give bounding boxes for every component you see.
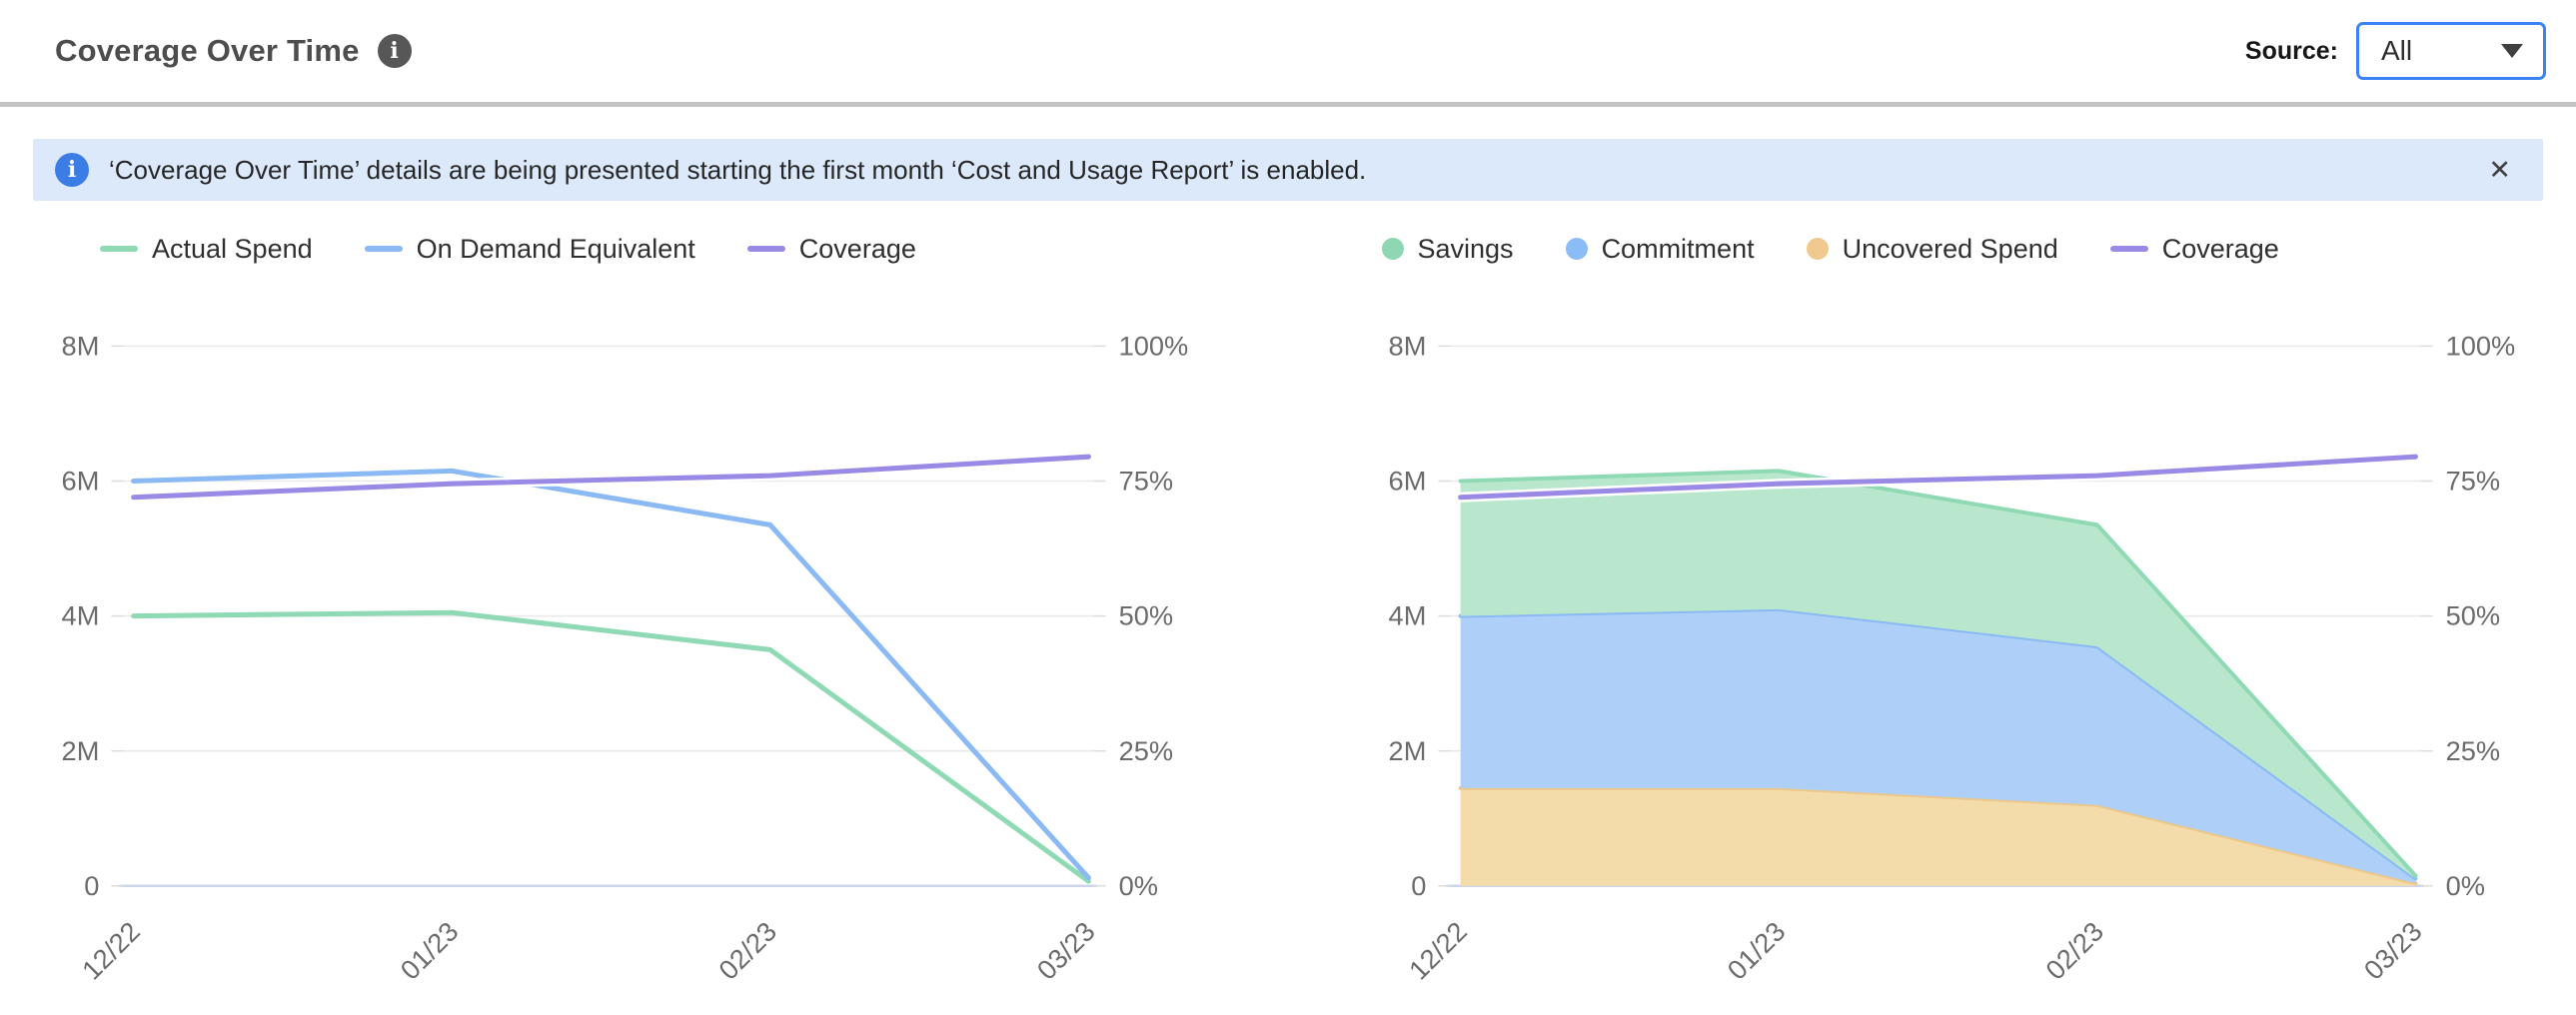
legend-item-uncovered-spend[interactable]: Uncovered Spend [1806, 233, 2058, 265]
source-label: Source: [2244, 36, 2338, 65]
y-axis-right-label: 50% [2445, 600, 2499, 631]
x-axis-label: 02/23 [712, 915, 782, 985]
y-axis-right-label: 25% [2445, 735, 2499, 766]
y-axis-left-label: 2M [1388, 735, 1426, 766]
legend-swatch-coverage [2109, 246, 2148, 252]
legend-item-on-demand-equivalent[interactable]: On Demand Equivalent [364, 233, 695, 265]
area-commitment[interactable] [1460, 608, 2415, 884]
legend-label: Coverage [2161, 233, 2279, 264]
legend-swatch-commitment [1565, 238, 1588, 260]
y-axis-right-label: 75% [1119, 466, 1173, 497]
line-actual-spend[interactable] [131, 609, 1091, 884]
area-edge-savings [1458, 469, 2417, 878]
coverage-areas-legend: Savings Commitment Uncovered Spend Coverage [1381, 231, 2551, 267]
page-title: Coverage Over Time [55, 33, 360, 68]
x-axis-label: 02/23 [2039, 915, 2109, 985]
stacked-area-chart-savings-coverage: Savings Commitment Uncovered Spend Coverage… [1381, 231, 2551, 1015]
banner-text: ‘Coverage Over Time’ details are being p… [109, 154, 1367, 185]
source-dropdown-value: All [2381, 35, 2413, 66]
info-banner: i ‘Coverage Over Time’ details are being… [33, 139, 2543, 201]
header-divider [0, 102, 2576, 107]
y-axis-left-label: 8M [62, 330, 100, 361]
coverage-lines-legend: Actual Spend On Demand Equivalent Coverage [55, 231, 1224, 267]
line-coverage[interactable] [131, 454, 1091, 501]
y-axis-left-label: 8M [1388, 330, 1426, 361]
coverage-areas-plot[interactable]: 8M 100% 6M 75% 4M 50% 2M 25% 0 0% 12/22 01/23 02/23 0… [1382, 297, 2551, 1015]
line-on-demand-equivalent[interactable] [131, 468, 1091, 881]
title-info-icon[interactable]: i [377, 34, 412, 68]
area-uncovered-spend[interactable] [1460, 787, 2415, 886]
y-axis-left-label: 4M [1388, 600, 1426, 631]
y-axis-left-label: 2M [62, 735, 100, 766]
legend-item-actual-spend[interactable]: Actual Spend [100, 234, 313, 265]
legend-label: Uncovered Spend [1842, 233, 2058, 264]
charts-row: Actual Spend On Demand Equivalent Coverage… [55, 231, 2550, 1015]
y-axis-right-label: 100% [2445, 330, 2515, 361]
legend-label: Commitment [1601, 233, 1755, 264]
legend-swatch-savings [1381, 238, 1404, 260]
x-axis-label: 03/23 [1031, 915, 1101, 985]
legend-item-commitment[interactable]: Commitment [1565, 233, 1755, 265]
legend-label: On Demand Equivalent [416, 233, 695, 264]
y-axis-right-label: 0% [2445, 870, 2484, 901]
y-axis-right-label: 0% [1119, 870, 1158, 901]
legend-swatch-coverage [746, 246, 785, 252]
x-axis-label: 12/22 [76, 915, 146, 985]
legend-item-coverage[interactable]: Coverage [746, 233, 916, 265]
legend-swatch-uncovered-spend [1806, 238, 1829, 260]
banner-info-icon: i [55, 153, 89, 187]
y-axis-right-label: 75% [2445, 466, 2499, 497]
legend-item-savings[interactable]: Savings [1381, 233, 1514, 265]
y-axis-left-label: 4M [62, 600, 100, 631]
y-axis-right-label: 25% [1119, 735, 1173, 766]
x-axis-label: 01/23 [1721, 915, 1791, 985]
y-axis-left-label: 0 [84, 870, 99, 901]
panel-header: Coverage Over Time i Source: All [0, 0, 2576, 102]
y-axis-right-label: 50% [1119, 600, 1173, 631]
source-dropdown[interactable]: All [2356, 22, 2546, 80]
banner-close-icon[interactable]: ✕ [2488, 154, 2511, 185]
legend-label: Coverage [798, 233, 916, 264]
line-coverage[interactable] [1457, 454, 2418, 501]
y-axis-left-label: 6M [1388, 466, 1426, 497]
y-axis-left-label: 0 [1411, 870, 1426, 901]
legend-label: Savings [1417, 233, 1514, 264]
coverage-lines-plot[interactable]: 8M 100% 6M 75% 4M 50% 2M 25% 0 0% 12/22 01/23 02/23 0… [55, 297, 1224, 1015]
chevron-down-icon [2501, 44, 2523, 58]
line-chart-spend-coverage: Actual Spend On Demand Equivalent Coverage… [55, 231, 1224, 1015]
legend-swatch-actual-spend [100, 246, 138, 252]
x-axis-label: 01/23 [394, 915, 464, 985]
y-axis-left-label: 6M [62, 466, 100, 497]
area-savings[interactable] [1460, 471, 2415, 879]
legend-item-coverage[interactable]: Coverage [2109, 233, 2279, 265]
y-axis-right-label: 100% [1119, 330, 1189, 361]
x-axis-label: 12/22 [1402, 915, 1472, 985]
x-axis-label: 03/23 [2357, 915, 2427, 985]
legend-swatch-on-demand-equivalent [364, 246, 403, 252]
legend-label: Actual Spend [152, 233, 313, 264]
